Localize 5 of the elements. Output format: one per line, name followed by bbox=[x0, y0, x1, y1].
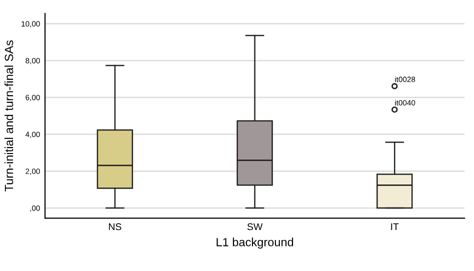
x-tick-label: IT bbox=[391, 223, 399, 230]
x-axis-title: L1 background bbox=[216, 238, 294, 249]
y-axis-title: Turn-initial and turn-final SAs bbox=[4, 40, 14, 192]
x-tick-label: NS bbox=[108, 223, 122, 230]
x-tick-label: SW bbox=[247, 223, 263, 230]
